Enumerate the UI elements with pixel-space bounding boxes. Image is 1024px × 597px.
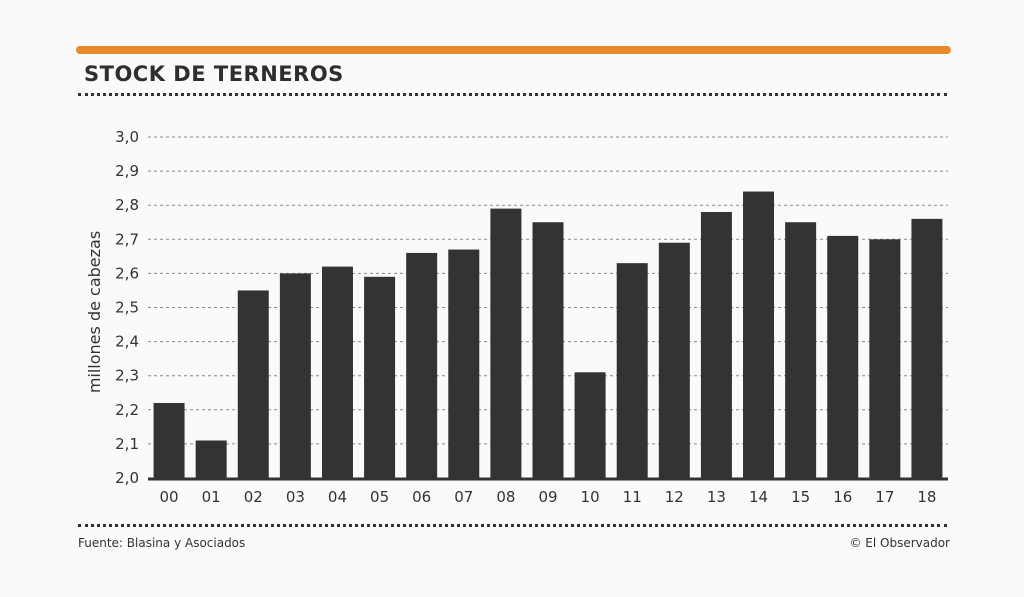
chart-title: STOCK DE TERNEROS [84, 62, 344, 86]
x-tick-label: 00 [160, 488, 179, 506]
bar-15 [785, 222, 817, 478]
y-tick-label: 2,7 [115, 230, 139, 248]
x-tick-label: 15 [791, 488, 810, 506]
bar-08 [490, 208, 522, 479]
bar-12 [658, 242, 690, 478]
bar-05 [364, 276, 396, 478]
accent-bar [76, 46, 951, 54]
y-tick-label: 2,0 [115, 469, 139, 487]
y-tick-label: 2,2 [115, 401, 139, 419]
x-tick-label: 07 [454, 488, 473, 506]
bar-11 [616, 263, 648, 478]
bar-02 [237, 290, 269, 478]
bars [153, 191, 943, 479]
x-tick-label: 01 [202, 488, 221, 506]
y-tick-labels: 2,0 2,1 2,2 2,3 2,4 2,5 2,6 2,7 2,8 2,9 3,0 [115, 128, 139, 487]
top-divider [78, 93, 947, 96]
bar-01 [195, 440, 227, 478]
y-tick-label: 2,9 [115, 162, 139, 180]
x-tick-label: 16 [833, 488, 852, 506]
y-tick-label: 3,0 [115, 128, 139, 146]
y-axis-label: millones de cabezas [85, 231, 104, 393]
bar-00 [153, 402, 185, 478]
source-note: Fuente: Blasina y Asociados [78, 536, 246, 550]
x-tick-labels: 00 01 02 03 04 05 06 07 08 09 10 11 12 13 14 15 16 17 18 [160, 488, 937, 506]
bar-17 [869, 239, 901, 478]
bar-09 [532, 222, 564, 478]
x-tick-label: 12 [665, 488, 684, 506]
x-tick-label: 13 [707, 488, 726, 506]
bar-04 [321, 266, 353, 478]
y-tick-label: 2,8 [115, 196, 139, 214]
x-tick-label: 14 [749, 488, 768, 506]
bar-18 [911, 218, 943, 478]
bar-13 [700, 212, 732, 478]
x-tick-label: 02 [244, 488, 263, 506]
bar-03 [279, 273, 311, 478]
y-tick-label: 2,6 [115, 264, 139, 282]
y-tick-label: 2,1 [115, 435, 139, 453]
y-tick-label: 2,3 [115, 367, 139, 385]
x-tick-label: 06 [412, 488, 431, 506]
bar-14 [743, 191, 775, 478]
bottom-divider [78, 524, 947, 527]
x-tick-label: 09 [538, 488, 557, 506]
bar-10 [574, 372, 606, 478]
x-tick-label: 08 [496, 488, 515, 506]
y-tick-label: 2,5 [115, 299, 139, 317]
bar-16 [827, 235, 859, 478]
bar-06 [406, 252, 438, 478]
x-tick-label: 05 [370, 488, 389, 506]
x-tick-label: 04 [328, 488, 347, 506]
y-tick-label: 2,4 [115, 333, 139, 351]
x-tick-label: 11 [623, 488, 642, 506]
x-tick-label: 03 [286, 488, 305, 506]
x-tick-label: 18 [917, 488, 936, 506]
copyright-credit: © El Observador [849, 536, 950, 550]
x-tick-label: 17 [875, 488, 894, 506]
bar-07 [448, 249, 480, 478]
x-tick-label: 10 [581, 488, 600, 506]
